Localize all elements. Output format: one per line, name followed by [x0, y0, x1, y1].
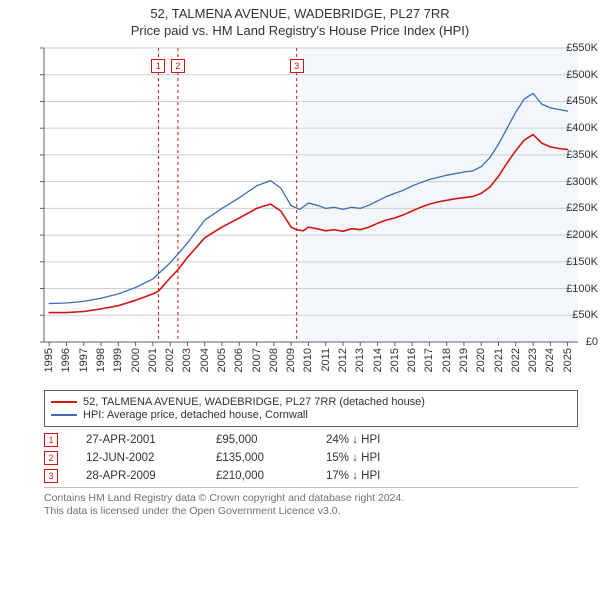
x-tick-label: 2018: [441, 348, 453, 372]
legend-item: 52, TALMENA AVENUE, WADEBRIDGE, PL27 7RR…: [51, 396, 571, 408]
sale-row: 1 27-APR-2001£95,00024% ↓ HPI: [44, 433, 578, 447]
x-tick-label: 2013: [354, 348, 366, 372]
sale-date: 27-APR-2001: [86, 434, 216, 446]
sale-delta: 17% ↓ HPI: [326, 470, 380, 482]
x-tick-label: 2016: [406, 348, 418, 372]
x-tick-label: 2011: [320, 348, 332, 372]
legend-swatch: [51, 401, 77, 403]
legend-swatch: [51, 414, 77, 416]
y-tick-label: £50K: [560, 309, 598, 321]
x-tick-label: 2010: [302, 348, 314, 372]
y-tick-label: £250K: [560, 202, 598, 214]
sale-price: £135,000: [216, 452, 326, 464]
legend: 52, TALMENA AVENUE, WADEBRIDGE, PL27 7RR…: [44, 390, 578, 427]
x-tick-label: 2015: [389, 348, 401, 372]
sale-price: £210,000: [216, 470, 326, 482]
y-tick-label: £350K: [560, 149, 598, 161]
sale-row: 3 28-APR-2009£210,00017% ↓ HPI: [44, 469, 578, 483]
x-tick-label: 2000: [130, 348, 142, 372]
sale-marker: 2: [171, 59, 185, 73]
y-tick-label: £0: [560, 336, 598, 348]
x-tick-label: 1995: [43, 348, 55, 372]
x-tick-label: 2009: [285, 348, 297, 372]
footnote-line-1: Contains HM Land Registry data © Crown c…: [44, 492, 578, 505]
y-tick-label: £300K: [560, 176, 598, 188]
x-tick-label: 1998: [95, 348, 107, 372]
x-tick-label: 2012: [337, 348, 349, 372]
sale-marker: 3: [290, 59, 304, 73]
x-tick-label: 2017: [423, 348, 435, 372]
x-tick-label: 2025: [562, 348, 574, 372]
x-tick-label: 2014: [372, 348, 384, 372]
chart-svg: [0, 42, 600, 382]
x-tick-label: 2008: [268, 348, 280, 372]
sale-date: 12-JUN-2002: [86, 452, 216, 464]
sale-delta: 24% ↓ HPI: [326, 434, 380, 446]
x-tick-label: 2001: [147, 348, 159, 372]
x-tick-label: 2024: [544, 348, 556, 372]
x-tick-label: 2020: [475, 348, 487, 372]
x-tick-label: 2002: [164, 348, 176, 372]
x-tick-label: 2006: [233, 348, 245, 372]
y-tick-label: £450K: [560, 95, 598, 107]
x-tick-label: 2023: [527, 348, 539, 372]
y-tick-label: £200K: [560, 229, 598, 241]
y-tick-label: £550K: [560, 42, 598, 54]
sales-table: 1 27-APR-2001£95,00024% ↓ HPI 2 12-JUN-2002…: [44, 433, 578, 483]
sale-marker-icon: 1: [44, 433, 58, 447]
x-tick-label: 2019: [458, 348, 470, 372]
y-tick-label: £150K: [560, 256, 598, 268]
x-tick-label: 1999: [112, 348, 124, 372]
x-tick-label: 1996: [60, 348, 72, 372]
legend-item: HPI: Average price, detached house, Corn…: [51, 409, 571, 421]
legend-label: HPI: Average price, detached house, Corn…: [83, 409, 308, 421]
y-tick-label: £500K: [560, 69, 598, 81]
x-tick-label: 2005: [216, 348, 228, 372]
sale-row: 2 12-JUN-2002£135,00015% ↓ HPI: [44, 451, 578, 465]
footnote-line-2: This data is licensed under the Open Gov…: [44, 505, 578, 518]
x-tick-label: 2022: [510, 348, 522, 372]
sale-marker-icon: 2: [44, 451, 58, 465]
sale-price: £95,000: [216, 434, 326, 446]
title-subtitle: Price paid vs. HM Land Registry's House …: [0, 23, 600, 38]
y-tick-label: £100K: [560, 283, 598, 295]
sale-date: 28-APR-2009: [86, 470, 216, 482]
legend-label: 52, TALMENA AVENUE, WADEBRIDGE, PL27 7RR…: [83, 396, 425, 408]
x-tick-label: 2021: [493, 348, 505, 372]
price-chart: £0 £50K £100K £150K £200K £250K £300K £350K £400…: [0, 42, 600, 382]
x-tick-label: 2004: [199, 348, 211, 372]
y-tick-label: £400K: [560, 122, 598, 134]
x-tick-label: 1997: [78, 348, 90, 372]
x-tick-label: 2003: [181, 348, 193, 372]
sale-delta: 15% ↓ HPI: [326, 452, 380, 464]
title-address: 52, TALMENA AVENUE, WADEBRIDGE, PL27 7RR: [0, 6, 600, 21]
sale-marker: 1: [151, 59, 165, 73]
x-tick-label: 2007: [251, 348, 263, 372]
footnote: Contains HM Land Registry data © Crown c…: [44, 487, 578, 518]
sale-marker-icon: 3: [44, 469, 58, 483]
